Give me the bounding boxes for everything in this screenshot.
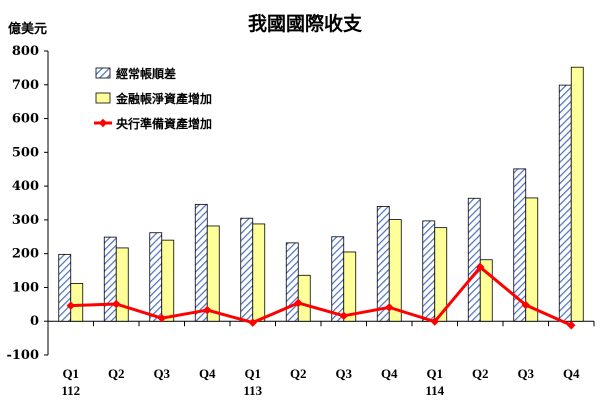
y-tick-label: 500 (12, 145, 39, 160)
reserve-assets-point (203, 305, 212, 315)
legend-label: 央行準備資產增加 (116, 116, 212, 131)
financial-account-bar (434, 227, 448, 322)
y-tick-label: 600 (12, 112, 39, 127)
y-tick-label: 800 (12, 44, 39, 59)
x-category-label: Q4 (381, 366, 398, 381)
current-account-bar (240, 217, 254, 322)
reserve-assets-point (112, 299, 121, 309)
y-tick-label: 200 (12, 247, 39, 262)
financial-account-bar (343, 251, 357, 322)
x-category-label: Q1 (62, 366, 79, 381)
financial-account-bar (252, 223, 266, 322)
reserve-assets-point (521, 300, 530, 310)
x-category-label: Q1 (244, 366, 261, 381)
reserve-assets-point (385, 303, 394, 312)
financial-account-bar (161, 239, 175, 322)
current-account-bar (149, 232, 163, 322)
x-category-label: Q3 (517, 366, 534, 381)
x-category-label: Q2 (290, 366, 307, 381)
reserve-assets-line (70, 265, 572, 327)
reserve-assets-point (66, 301, 75, 310)
current-account-bar (194, 203, 208, 322)
reserve-assets-point (567, 321, 576, 330)
legend-swatch (95, 67, 111, 79)
financial-account-bar (525, 197, 539, 322)
current-account-bar (558, 84, 572, 322)
y-axis-unit-label: 億美元 (8, 21, 47, 37)
x-category-label: Q2 (472, 366, 489, 381)
x-year-label: 113 (243, 383, 262, 398)
current-account-bar (422, 220, 436, 322)
x-category-label: Q1 (426, 366, 443, 381)
x-category-label: Q4 (199, 366, 216, 381)
current-account-bar (376, 205, 390, 322)
reserve-assets-point (339, 311, 348, 321)
current-account-bar (285, 242, 299, 322)
legend-label: 金融帳淨資產增加 (115, 91, 212, 106)
chart-title: 我國國際收支 (248, 12, 363, 35)
current-account-bar (467, 197, 481, 322)
x-category-label: Q4 (563, 366, 580, 381)
y-tick-label: 400 (12, 179, 39, 194)
current-account-bar (58, 253, 72, 322)
plot-area: -100 0 100 200 300 400 500 600 700 800 Q1 Q2 Q3 Q4 Q1 Q… (6, 44, 595, 398)
current-account-bar (331, 236, 345, 322)
current-account-bar (103, 236, 117, 322)
financial-account-bar (115, 247, 129, 322)
x-year-label: 114 (425, 383, 444, 398)
x-category-label: Q2 (108, 366, 125, 381)
reserve-assets-point (157, 313, 166, 323)
x-category-label: Q3 (335, 366, 352, 381)
legend-marker (98, 118, 108, 128)
y-tick-label: 100 (12, 280, 39, 295)
reserve-assets-point (248, 318, 257, 327)
y-tick-label: 300 (12, 213, 39, 228)
financial-account-bar (570, 66, 584, 322)
y-tick-label: -100 (6, 348, 39, 363)
financial-account-bar (70, 282, 84, 322)
y-tick-label: 0 (30, 314, 39, 329)
reserve-assets-point (476, 262, 485, 272)
financial-account-bar (206, 225, 220, 322)
reserve-assets-point (430, 317, 439, 326)
financial-account-bar (388, 219, 402, 322)
x-year-label: 112 (61, 383, 80, 398)
x-category-label: Q3 (153, 366, 170, 381)
legend-swatch (95, 92, 111, 104)
legend-label: 經常帳順差 (116, 66, 176, 81)
reserve-assets-point (294, 298, 303, 308)
financial-account-bar (297, 274, 311, 322)
y-tick-label: 700 (12, 78, 39, 93)
